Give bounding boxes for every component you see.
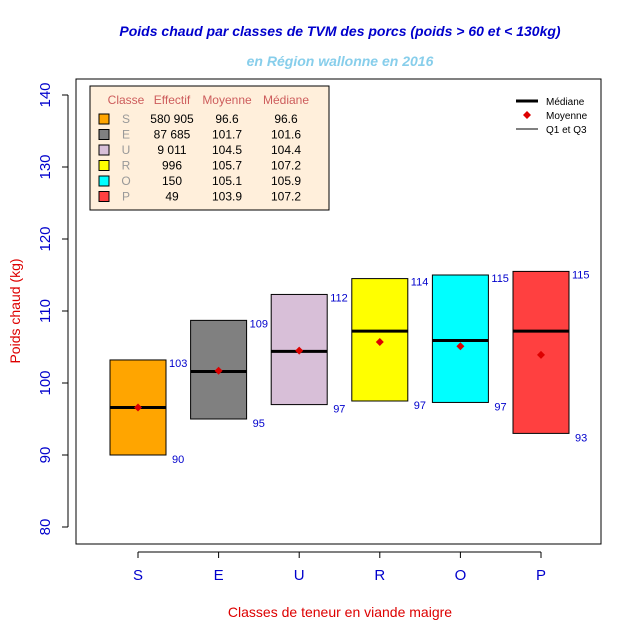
table-cell: 96.6 xyxy=(274,112,298,126)
q1-label-U: 97 xyxy=(333,404,345,416)
table-class-O: O xyxy=(121,174,130,188)
table-header-3: Médiane xyxy=(263,93,309,107)
table-class-S: S xyxy=(122,112,130,126)
plot-frame xyxy=(75,78,602,545)
boxes: 103 90 109 95 112 97 114 97 115 97 115 93 xyxy=(109,269,590,466)
q1-label-O: 97 xyxy=(494,401,506,413)
table-cell: 107.2 xyxy=(271,190,301,204)
legend-quartile-label: Q1 et Q3 xyxy=(546,125,587,136)
table-header-2: Moyenne xyxy=(202,93,252,107)
table-cell: 9 011 xyxy=(157,143,186,157)
table-cell: 101.7 xyxy=(212,128,242,142)
table-cell: 101.6 xyxy=(271,128,301,142)
table-cell: 104.4 xyxy=(271,143,301,157)
table-header-0: Classe xyxy=(108,93,145,107)
mean-point-O xyxy=(456,342,465,351)
y-axis-label: Poids chaud (kg) xyxy=(7,258,23,363)
box-U xyxy=(270,293,328,406)
table-class-E: E xyxy=(122,128,130,142)
x-tick-label: P xyxy=(536,567,546,584)
box-O xyxy=(431,274,489,403)
table-cell: 107.2 xyxy=(271,159,301,173)
table-cell: 105.1 xyxy=(212,174,242,188)
table-cell: 96.6 xyxy=(215,112,239,126)
table-cell: 996 xyxy=(162,159,182,173)
q3-label-E: 109 xyxy=(250,318,268,330)
x-tick-label: E xyxy=(214,567,224,584)
x-axis-label: Classes de teneur en viande maigre xyxy=(228,604,452,620)
x-tick-label: U xyxy=(294,567,305,584)
q1-label-R: 97 xyxy=(414,400,426,412)
y-tick-label: 100 xyxy=(37,370,54,395)
table-cell: 49 xyxy=(165,190,179,204)
y-tick-label: 90 xyxy=(37,447,54,464)
table-cell: 105.9 xyxy=(271,174,301,188)
table-cell: 580 905 xyxy=(150,112,194,126)
q3-label-O: 115 xyxy=(491,273,509,285)
table-class-U: U xyxy=(122,143,131,157)
legend-median-label: Médiane xyxy=(546,97,585,108)
q1-label-P: 93 xyxy=(575,432,587,444)
y-tick-label: 140 xyxy=(37,82,54,107)
chart-title: Poids chaud par classes de TVM des porcs… xyxy=(119,23,561,39)
y-axis: 80 90 100 110 120 130 140 xyxy=(37,82,69,536)
mean-point-R xyxy=(375,337,384,346)
x-tick-label: S xyxy=(133,567,143,584)
y-tick-label: 130 xyxy=(37,154,54,179)
table-header-1: Effectif xyxy=(154,93,191,107)
mean-point-S xyxy=(134,403,142,412)
table-cell: 87 685 xyxy=(154,128,191,142)
table-swatch-U xyxy=(98,144,110,156)
table-cell: 150 xyxy=(162,174,182,188)
mean-point-E xyxy=(214,366,223,375)
table-swatch-E xyxy=(98,129,110,140)
x-tick-label: R xyxy=(374,567,385,584)
table-swatch-R xyxy=(98,160,110,171)
q3-label-U: 112 xyxy=(330,292,348,304)
q1-label-S: 90 xyxy=(172,454,184,466)
q3-label-P: 115 xyxy=(572,269,590,281)
stats-table: Classe Effectif Moyenne Médiane S 580 905 96.6… xyxy=(89,85,330,211)
mean-point-P xyxy=(537,350,545,359)
x-tick-label: O xyxy=(455,567,467,584)
mean-point-U xyxy=(295,346,304,355)
legend-mean-swatch xyxy=(523,111,531,119)
table-swatch-O xyxy=(98,175,110,187)
table-cell: 105.7 xyxy=(212,159,242,173)
q1-label-E: 95 xyxy=(253,418,265,430)
table-class-R: R xyxy=(122,159,131,173)
table-cell: 103.9 xyxy=(212,190,242,204)
stats-table-bg xyxy=(89,85,330,211)
table-swatch-P xyxy=(98,191,110,202)
legend-mean-label: Moyenne xyxy=(546,111,588,122)
table-cell: 104.5 xyxy=(212,143,242,157)
table-swatch-S xyxy=(98,113,110,125)
y-tick-label: 80 xyxy=(37,519,54,536)
q3-label-R: 114 xyxy=(411,277,429,289)
y-tick-label: 110 xyxy=(37,299,54,323)
legend: Médiane Moyenne Q1 et Q3 xyxy=(516,97,588,136)
table-class-P: P xyxy=(122,190,130,204)
y-tick-label: 120 xyxy=(37,226,54,251)
q3-label-S: 103 xyxy=(169,358,187,370)
chart-subtitle: en Région wallonne en 2016 xyxy=(247,53,434,69)
